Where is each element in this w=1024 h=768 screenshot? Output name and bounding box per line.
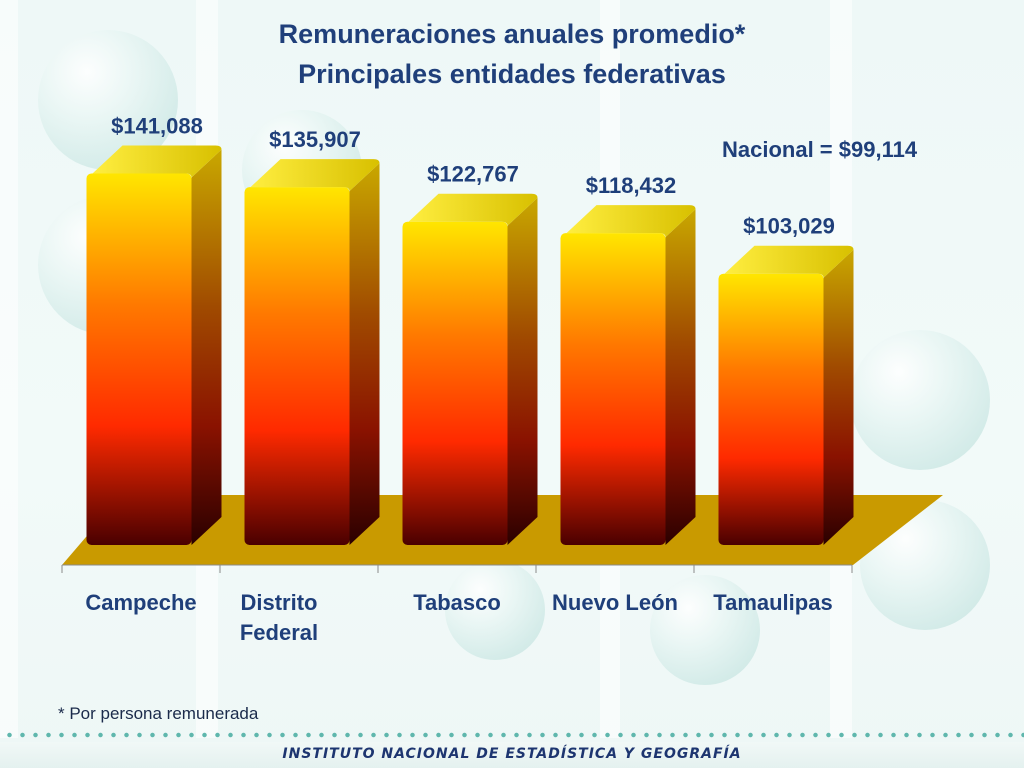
dotted-divider bbox=[0, 730, 1024, 740]
chart-title-line2: Principales entidades federativas bbox=[298, 59, 726, 89]
bar bbox=[402, 221, 508, 545]
decorative-bubble bbox=[650, 575, 760, 685]
category-label: Tamaulipas bbox=[713, 590, 832, 615]
bar-side bbox=[665, 209, 696, 545]
bar-side bbox=[823, 249, 854, 545]
bar-side bbox=[191, 149, 222, 545]
bar-top bbox=[92, 145, 222, 178]
decorative-bubble bbox=[445, 560, 545, 660]
category-label: Campeche bbox=[85, 590, 196, 615]
bar-top bbox=[724, 245, 854, 278]
bar-top bbox=[408, 193, 538, 226]
data-label: $135,907 bbox=[269, 127, 361, 152]
bar-side bbox=[349, 163, 380, 545]
footer-band bbox=[0, 742, 1024, 768]
data-label: $122,767 bbox=[427, 162, 519, 187]
bar-side bbox=[507, 197, 538, 545]
chart-title-line1: Remuneraciones anuales promedio* bbox=[278, 19, 746, 49]
category-label: Federal bbox=[240, 620, 318, 645]
institute-name: INSTITUTO NACIONAL DE ESTADÍSTICA Y GEOG… bbox=[282, 746, 742, 762]
bar-chart: $141,088 Campeche $135,907 Distrito Federal $… bbox=[61, 113, 943, 645]
bar bbox=[718, 273, 824, 545]
bar bbox=[244, 187, 350, 545]
data-label: $118,432 bbox=[586, 173, 677, 198]
data-label: $103,029 bbox=[743, 214, 835, 239]
footnote: * Por persona remunerada bbox=[58, 704, 259, 723]
bar bbox=[560, 233, 666, 545]
decorative-bubble bbox=[850, 330, 990, 470]
bar-top bbox=[566, 205, 696, 238]
category-label: Nuevo León bbox=[552, 590, 678, 615]
background-stripe bbox=[0, 0, 18, 738]
bar-top bbox=[250, 159, 380, 192]
nacional-reference-label: Nacional = $99,114 bbox=[722, 137, 918, 162]
category-label: Tabasco bbox=[413, 590, 501, 615]
data-label: $141,088 bbox=[111, 113, 203, 138]
category-label: Distrito bbox=[241, 590, 318, 615]
bar bbox=[86, 173, 192, 545]
